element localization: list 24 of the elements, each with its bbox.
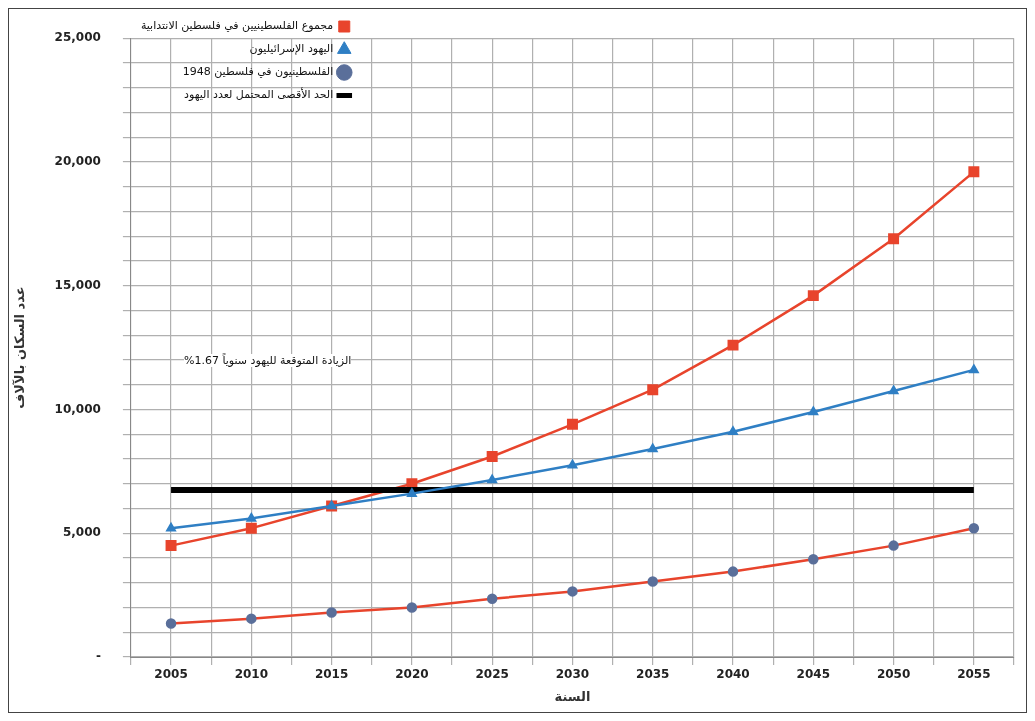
legend-label: الفلسطينيون في فلسطين 1948 bbox=[182, 65, 334, 79]
x-tick-label: 2040 bbox=[716, 667, 750, 682]
x-tick-label: 2020 bbox=[395, 667, 429, 682]
y-tick-label: 10,000 bbox=[54, 401, 101, 416]
x-tick-label: 2050 bbox=[876, 667, 911, 682]
x-tick-label: 2010 bbox=[234, 667, 269, 682]
y-tick-label: 20,000 bbox=[54, 154, 101, 169]
x-tick-label: 2025 bbox=[475, 667, 509, 682]
x-tick-label: 2005 bbox=[154, 667, 188, 682]
legend-label: مجموع الفلسطينيين في فلسطين الانتدابية bbox=[140, 19, 334, 33]
x-tick-label: 2015 bbox=[314, 667, 349, 682]
x-axis-title: السنة bbox=[554, 688, 591, 704]
y-tick-label: 25,000 bbox=[54, 30, 101, 45]
y-tick-label: 5,000 bbox=[62, 525, 101, 540]
legend-label: اليهود الإسرائيليون bbox=[249, 42, 334, 56]
x-tick-label: 2045 bbox=[796, 667, 830, 682]
x-tick-label: 2035 bbox=[636, 667, 670, 682]
y-tick-label: - bbox=[95, 649, 101, 664]
x-tick-label: 2030 bbox=[555, 667, 590, 682]
x-tick-label: 2055 bbox=[957, 667, 991, 682]
legend-label: الحد الأقصى المحتمل لعدد اليهود bbox=[184, 87, 334, 102]
y-axis-title: عدد السكان بالآلاف bbox=[12, 286, 28, 409]
y-tick-label: 15,000 bbox=[54, 277, 101, 292]
annotation: الزيادة المتوقعة لليهود سنوياً 1.67% bbox=[184, 354, 352, 367]
